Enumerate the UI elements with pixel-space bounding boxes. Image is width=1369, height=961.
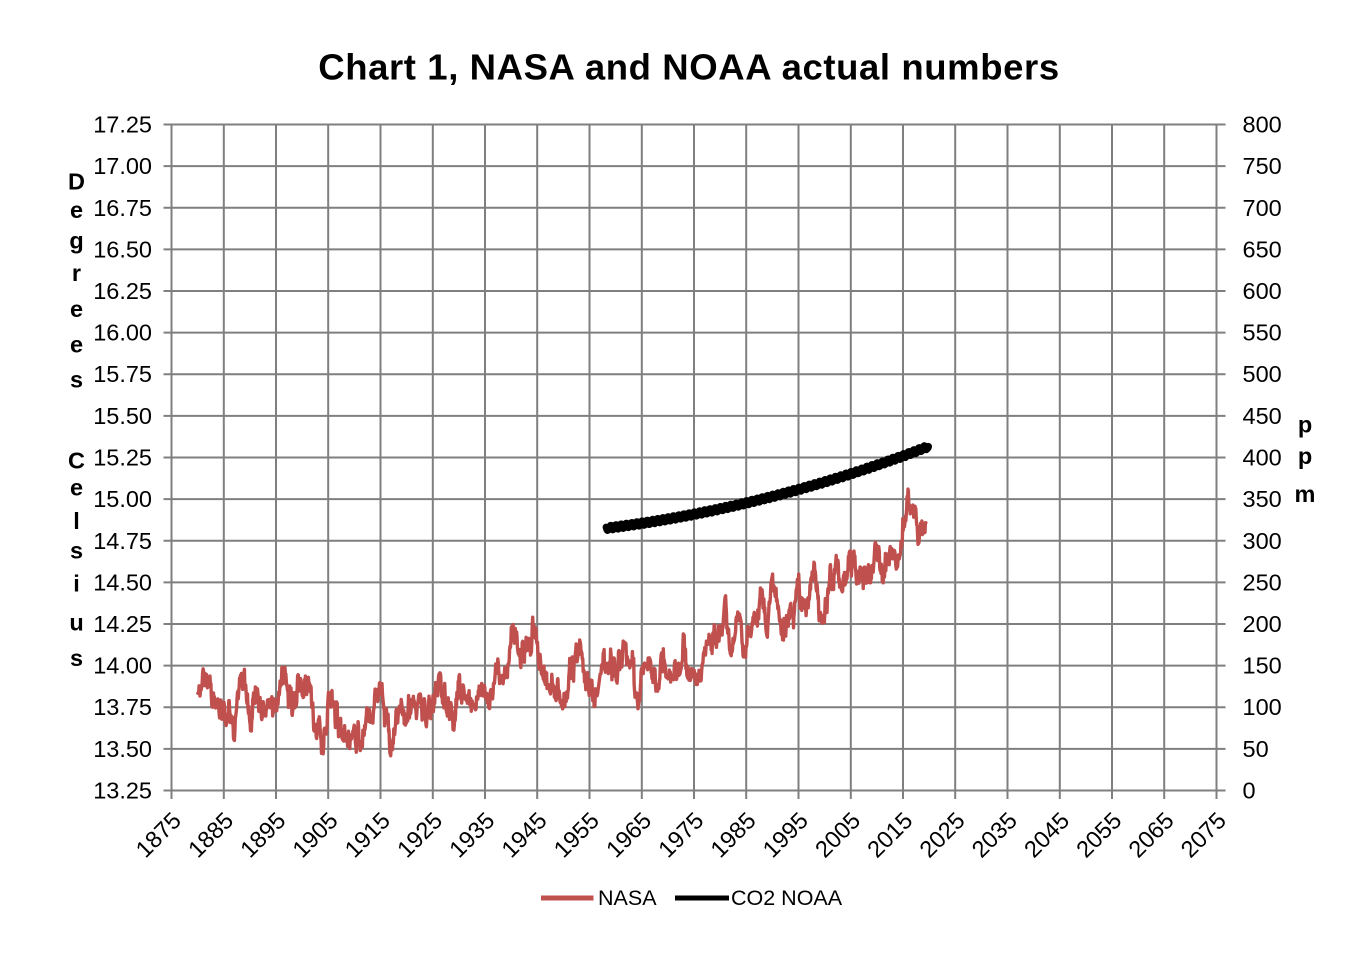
svg-text:CO2 NOAA: CO2 NOAA [731, 886, 843, 910]
svg-text:13.75: 13.75 [93, 694, 152, 720]
svg-text:16.00: 16.00 [93, 320, 152, 346]
svg-text:15.75: 15.75 [93, 361, 152, 387]
svg-text:s: s [70, 367, 83, 393]
svg-text:m: m [1295, 481, 1316, 507]
svg-text:550: 550 [1243, 320, 1282, 346]
svg-text:17.00: 17.00 [93, 153, 152, 179]
svg-text:0: 0 [1243, 778, 1256, 804]
svg-text:16.75: 16.75 [93, 195, 152, 221]
svg-text:250: 250 [1243, 569, 1282, 595]
svg-text:13.25: 13.25 [93, 778, 152, 804]
svg-text:500: 500 [1243, 361, 1282, 387]
svg-text:15.25: 15.25 [93, 445, 152, 471]
svg-text:D: D [68, 169, 85, 195]
svg-text:i: i [73, 571, 80, 597]
svg-text:e: e [70, 332, 83, 358]
svg-text:50: 50 [1243, 736, 1269, 762]
svg-text:750: 750 [1243, 153, 1282, 179]
svg-text:700: 700 [1243, 195, 1282, 221]
svg-text:C: C [68, 448, 85, 474]
svg-text:200: 200 [1243, 611, 1282, 637]
svg-text:NASA: NASA [598, 886, 657, 910]
svg-text:14.75: 14.75 [93, 528, 152, 554]
svg-text:13.50: 13.50 [93, 736, 152, 762]
svg-text:e: e [70, 197, 83, 223]
svg-text:s: s [70, 645, 83, 671]
svg-text:14.00: 14.00 [93, 653, 152, 679]
svg-text:r: r [72, 260, 81, 286]
svg-text:Chart 1, NASA and NOAA actual: Chart 1, NASA and NOAA actual numbers [318, 47, 1060, 88]
svg-text:15.50: 15.50 [93, 403, 152, 429]
svg-text:800: 800 [1243, 112, 1282, 138]
svg-text:16.25: 16.25 [93, 278, 152, 304]
svg-text:p: p [1298, 412, 1312, 438]
svg-text:14.25: 14.25 [93, 611, 152, 637]
svg-text:600: 600 [1243, 278, 1282, 304]
svg-text:15.00: 15.00 [93, 486, 152, 512]
svg-text:150: 150 [1243, 653, 1282, 679]
svg-text:400: 400 [1243, 445, 1282, 471]
svg-text:650: 650 [1243, 236, 1282, 262]
svg-text:l: l [73, 508, 80, 534]
svg-text:14.50: 14.50 [93, 569, 152, 595]
svg-text:g: g [69, 228, 83, 254]
svg-text:16.50: 16.50 [93, 236, 152, 262]
svg-text:300: 300 [1243, 528, 1282, 554]
svg-text:s: s [70, 538, 83, 564]
svg-text:e: e [70, 475, 83, 501]
svg-text:e: e [70, 296, 83, 322]
svg-text:17.25: 17.25 [93, 112, 152, 138]
svg-text:u: u [69, 610, 83, 636]
svg-text:450: 450 [1243, 403, 1282, 429]
svg-text:350: 350 [1243, 486, 1282, 512]
svg-text:100: 100 [1243, 694, 1282, 720]
svg-text:p: p [1298, 443, 1312, 469]
